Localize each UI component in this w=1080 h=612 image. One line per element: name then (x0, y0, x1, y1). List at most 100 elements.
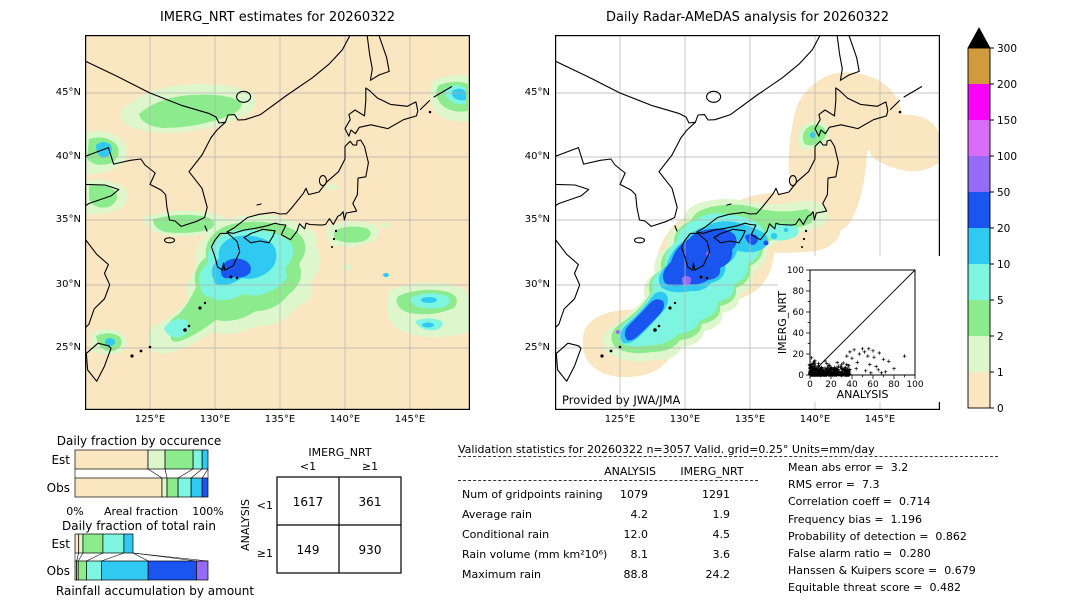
bar-segment-est-bin2 (82, 533, 104, 554)
stat-label: Average rain (462, 507, 532, 521)
colorbar-tick-label: 300 (997, 43, 1017, 55)
colorbar-bin-1 (968, 336, 990, 372)
graticule (85, 35, 470, 410)
bar-segment-est-bin4 (123, 533, 134, 554)
colorbar-bin-6 (968, 156, 990, 192)
bar-segment-est-bin0 (74, 533, 80, 554)
bar-segment-est-bin0 (74, 449, 149, 470)
bar-segment-obs-bin2 (77, 560, 87, 581)
inset-x-tick: 80 (888, 380, 900, 390)
inset-y-tick: 20 (793, 350, 805, 360)
colorbar-tick-label: 100 (997, 151, 1017, 163)
colorbar-tick-label: 1 (997, 367, 1004, 379)
bar-segment-obs-bin6 (196, 560, 209, 581)
lon-tick-label: 135°E (264, 414, 296, 425)
lon-tick-label: 140°E (329, 414, 361, 425)
score-line: Equitable threat score = 0.482 (788, 581, 961, 595)
colorbar-tick-label: 5 (997, 295, 1004, 307)
lat-tick-label: 25°N (55, 342, 81, 353)
inset-y-tick: 80 (793, 287, 805, 297)
total-rain-chart-title: Daily fraction of total rain (62, 519, 216, 533)
lon-tick-label: 130°E (199, 414, 231, 425)
stat-analysis-value: 88.8 (623, 567, 649, 581)
inset-y-tick: 60 (793, 308, 805, 318)
bar-segment-est-bin4 (201, 449, 209, 470)
colorbar-bin-8 (968, 84, 990, 120)
lon-tick-label: 125°E (604, 414, 636, 425)
map-frame (85, 35, 470, 410)
lat-tick-label: 30°N (524, 279, 550, 290)
bar-segment-obs-bin5 (147, 560, 197, 581)
rain-shading-radar (582, 72, 940, 378)
stat-imerg-value: 3.6 (712, 547, 731, 561)
colorbar: 0 1 2 5 10 20 50 100 150 200 300 (967, 27, 1017, 415)
contingency-value-01: 361 (359, 495, 382, 509)
score-line: Mean abs error = 3.2 (788, 461, 909, 474)
contingency-col-label-lt1: <1 (300, 460, 316, 473)
scatter-points (808, 347, 907, 377)
occurrence-chart-title: Daily fraction by occurence (57, 434, 221, 448)
bar-segment-est-bin2 (164, 449, 194, 470)
colorbar-tick-label: 2 (997, 331, 1004, 343)
score-line: Frequency bias = 1.196 (788, 512, 923, 526)
fraction-charts: Daily fraction by occurence Est Obs 0% Areal… (47, 434, 255, 598)
stat-imerg-value: 1291 (702, 487, 730, 501)
score-line: Probability of detection = 0.862 (788, 529, 967, 543)
colorbar-bin-9 (968, 48, 990, 84)
lon-tick-label: 140°E (799, 414, 831, 425)
left-map-title: IMERG_NRT estimates for 20260322 (159, 10, 396, 25)
score-line: False alarm ratio = 0.280 (788, 547, 931, 561)
graticule (555, 35, 940, 410)
contingency-value-11: 930 (359, 543, 382, 557)
stats-rows: Num of gridpoints raining 1079 1291 Average… (462, 484, 732, 584)
bar-segment-obs-bin3 (177, 477, 192, 498)
score-line: RMS error = 7.3 (788, 478, 880, 492)
data-credit: Provided by JWA/JMA (562, 393, 681, 407)
total-rain-caption: Rainfall accumulation by amount (56, 584, 254, 598)
lat-tick-label: 45°N (524, 87, 550, 98)
colorbar-tick-label: 20 (997, 223, 1010, 235)
colorbar-tick-label: 150 (997, 115, 1017, 127)
bar-segment-obs-bin4 (190, 477, 203, 498)
lon-tick-label: 125°E (134, 414, 166, 425)
contingency-row-label-lt1: <1 (257, 499, 273, 512)
bar-segment-obs-bin0 (74, 477, 163, 498)
stat-imerg-value: 1.9 (712, 507, 731, 521)
map-frame (555, 35, 940, 410)
stat-label: Num of gridpoints raining (462, 487, 603, 501)
stat-analysis-value: 4.2 (630, 507, 649, 521)
divider-dashed (458, 456, 998, 457)
scatter-inset: 00 20 20 40 40 60 60 80 80 100 100 ANALYSIS IMERG_NR… (778, 256, 942, 402)
stat-label: Rain volume (mm km²10⁶) (462, 547, 608, 561)
stat-imerg-value: 4.5 (712, 527, 731, 541)
bar-segment-obs-bin2 (166, 477, 179, 498)
bar-row-label: Est (51, 537, 70, 551)
bar-segment-obs-bin5 (201, 477, 209, 498)
inset-x-tick: 100 (906, 380, 923, 390)
lat-tick-label: 40°N (524, 151, 550, 162)
lon-tick-label: 145°E (864, 414, 896, 425)
stat-label: Maximum rain (462, 567, 541, 581)
lon-tick-label: 135°E (734, 414, 766, 425)
stats-col-imerg: IMERG_NRT (680, 465, 744, 478)
axis-0pct-label: 0% (66, 505, 83, 518)
stats-row: Rain volume (mm km²10⁶) 8.1 3.6 (462, 544, 732, 564)
score-line: Correlation coeff = 0.714 (788, 495, 931, 509)
stat-analysis-value: 12.0 (623, 527, 649, 541)
colorbar-over-arrow (967, 27, 991, 49)
bar-segment-est-bin1 (147, 449, 166, 470)
imerg-map (85, 35, 470, 410)
colorbar-bin-5 (968, 192, 990, 228)
bar-segment-obs-bin3 (86, 560, 102, 581)
lat-tick-label: 30°N (55, 279, 81, 290)
colorbar-bin-3 (968, 264, 990, 300)
colorbar-tick-label: 50 (997, 187, 1010, 199)
inset-x-tick: 40 (846, 380, 858, 390)
bar-row-label: Obs (47, 481, 70, 495)
lat-tick-label: 40°N (55, 151, 81, 162)
colorbar-tick-label: 10 (997, 259, 1010, 271)
contingency-col-group: IMERG_NRT (308, 446, 371, 459)
bar-segment-obs-bin4 (101, 560, 149, 581)
right-map-title: Daily Radar-AMeDAS analysis for 20260322 (606, 10, 889, 25)
